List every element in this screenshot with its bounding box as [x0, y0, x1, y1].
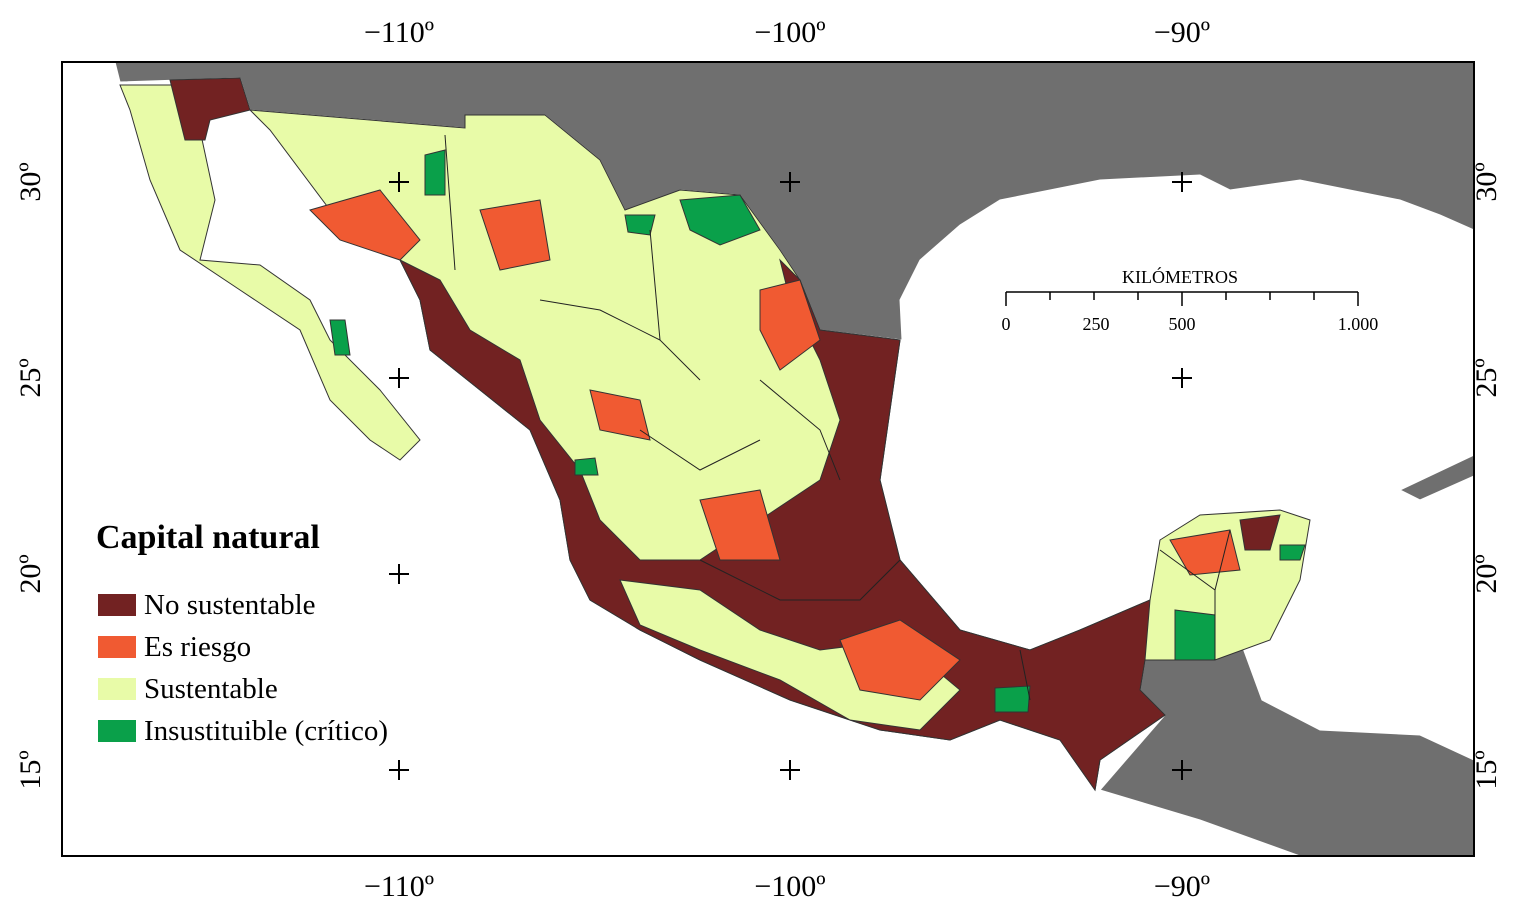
region [679, 194, 761, 246]
region [574, 457, 599, 476]
longitude-label: −110º [364, 16, 434, 49]
region [839, 619, 961, 701]
legend-swatch [98, 678, 136, 700]
latitude-label: 30º [1470, 162, 1503, 201]
legend-swatch [98, 636, 136, 658]
legend-label: Insustituible (crítico) [144, 715, 388, 747]
scale-title: KILÓMETROS [1122, 266, 1238, 287]
legend-title: Capital natural [96, 519, 320, 556]
region [759, 279, 821, 371]
scale-bar: KILÓMETROS 0 250 500 1.000 [1002, 266, 1379, 334]
legend: Capital natural No sustentable Es riesgo S… [96, 519, 388, 747]
longitude-label: −90º [1154, 16, 1210, 49]
region [994, 685, 1031, 713]
region [329, 319, 351, 356]
region [479, 199, 551, 271]
graticule-crosses [389, 172, 1192, 780]
longitude-label: −110º [364, 870, 434, 903]
region [398, 258, 1166, 792]
scale-label: 500 [1169, 314, 1196, 334]
scale-label: 0 [1002, 314, 1011, 334]
mexico [119, 77, 1311, 792]
region [169, 77, 251, 141]
latitude-label: 30º [14, 162, 47, 201]
scale-label: 1.000 [1338, 314, 1379, 334]
longitude-label: −100º [754, 16, 825, 49]
region [1239, 514, 1281, 551]
map-frame [61, 61, 1475, 857]
latitude-label: 15º [1470, 750, 1503, 789]
latitude-label: 20º [14, 554, 47, 593]
scale-label: 250 [1083, 314, 1110, 334]
latitude-label: 20º [1470, 554, 1503, 593]
region [589, 389, 651, 441]
latitude-label: 25º [1470, 358, 1503, 397]
region [119, 84, 421, 461]
region [424, 149, 446, 196]
latitude-label: 25º [14, 358, 47, 397]
region [1169, 529, 1241, 576]
legend-label: Sustentable [144, 673, 278, 705]
longitude-label: −100º [754, 870, 825, 903]
latitude-label: 15º [14, 750, 47, 789]
region [1174, 609, 1216, 661]
longitude-label: −90º [1154, 870, 1210, 903]
region [309, 189, 421, 261]
legend-swatch [98, 720, 136, 742]
legend-label: No sustentable [144, 589, 316, 621]
legend-swatch [98, 594, 136, 616]
region [699, 489, 781, 561]
legend-label: Es riesgo [144, 631, 251, 663]
region [1279, 544, 1306, 561]
